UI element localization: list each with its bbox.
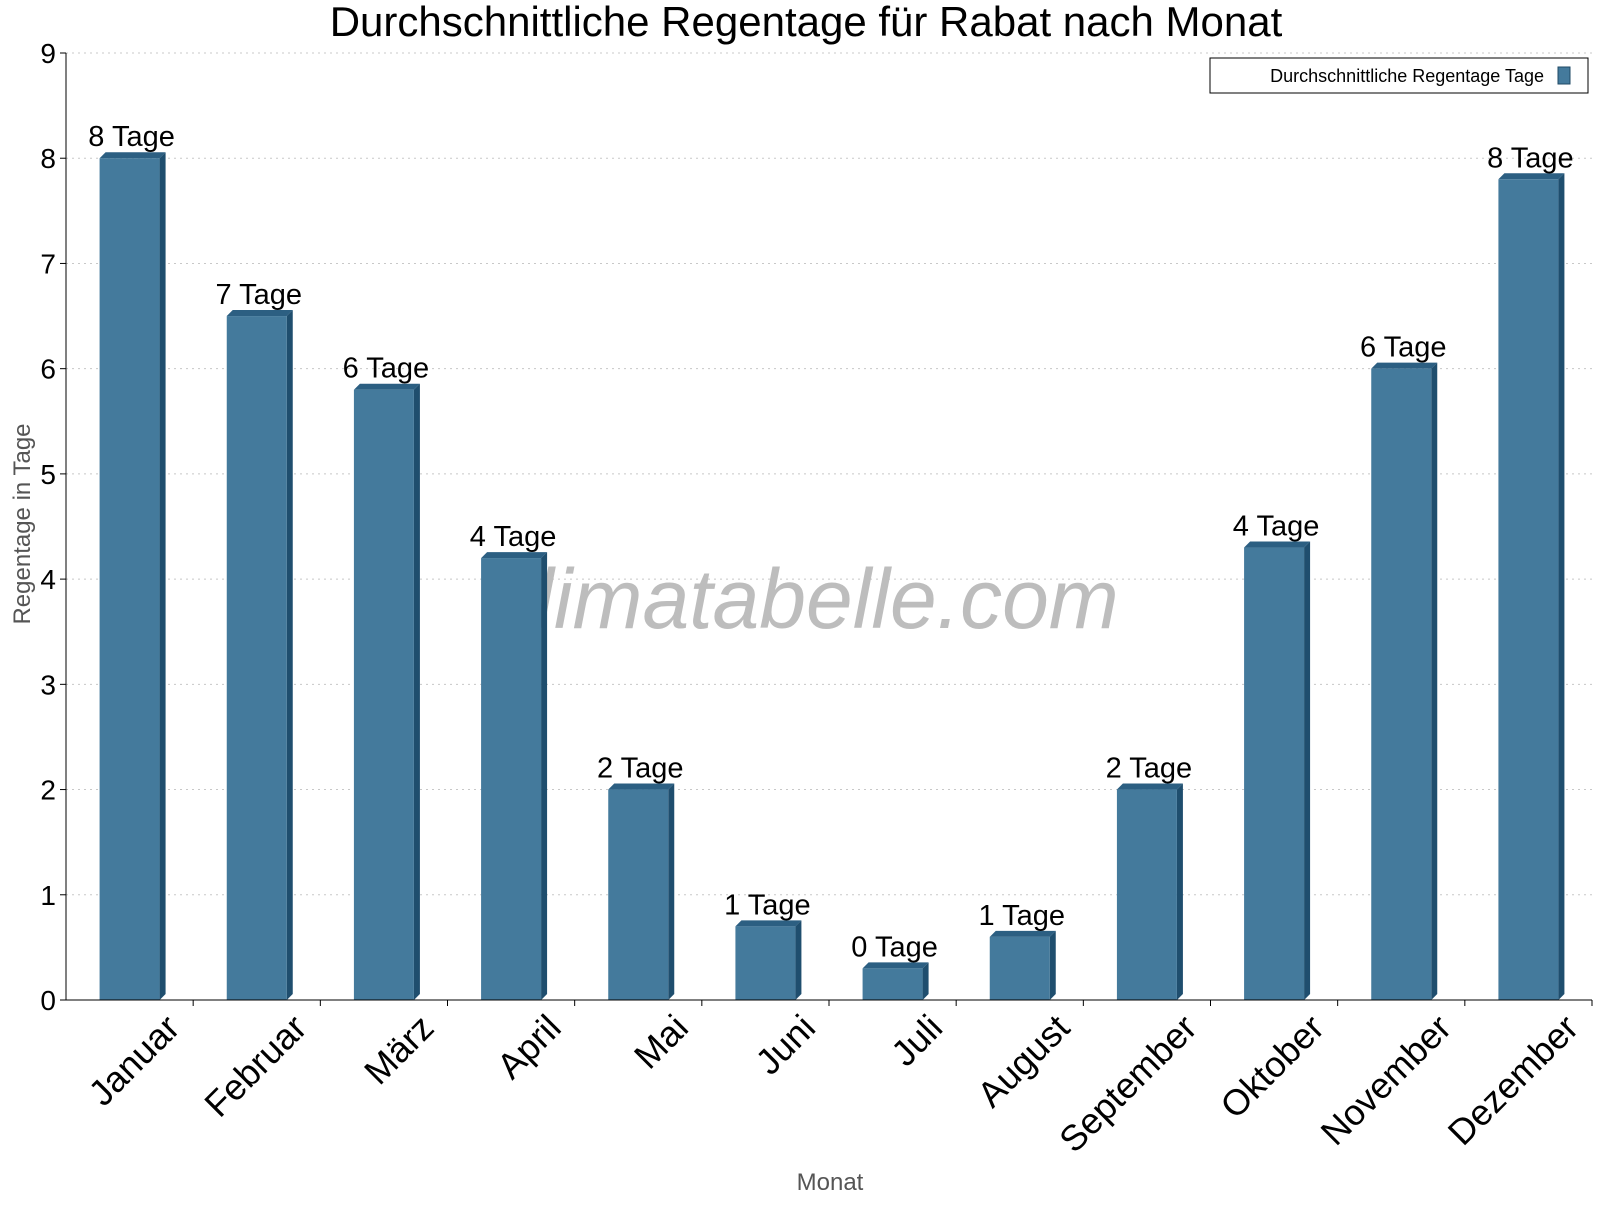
legend-swatch (1557, 66, 1571, 85)
bar-side (1431, 362, 1438, 1001)
x-tick-label: August (969, 1007, 1077, 1115)
bar-value-label: 1 Tage (724, 889, 811, 921)
bar-top (226, 310, 293, 317)
bar-top (1244, 541, 1311, 548)
bar-value-label: 6 Tage (343, 353, 430, 385)
bar-side (286, 310, 293, 1000)
x-tick-label: Februar (196, 1007, 314, 1125)
bar-top (608, 783, 675, 790)
legend-box (1209, 57, 1589, 94)
bar (862, 968, 923, 1000)
bar-top (862, 962, 929, 969)
y-tick-label: 1 (40, 880, 56, 911)
bar-side (413, 383, 420, 1000)
y-tick-label: 3 (40, 669, 56, 700)
x-tick-label: November (1312, 1007, 1458, 1153)
bar-value-label: 4 Tage (1233, 511, 1320, 543)
y-tick-label: 2 (40, 775, 56, 806)
watermark: klimatabelle.com (493, 552, 1119, 646)
bar-value-label: 8 Tage (1487, 142, 1574, 174)
bars: 8 Tage 7 Tage 6 Tage 4 Tage 2 Tage 1 Tage 0 Ta… (88, 121, 1574, 1001)
bar-side (541, 552, 548, 1000)
bar-top (1371, 362, 1438, 369)
bar-side (1176, 783, 1183, 1000)
y-tick-label: 5 (40, 459, 56, 490)
x-tick-label: Dezember (1440, 1007, 1586, 1153)
bar-value-label: 2 Tage (1106, 753, 1193, 785)
chart-title: Durchschnittliche Regentage für Rabat na… (330, 0, 1283, 45)
bar (1244, 547, 1305, 1000)
bar-top (735, 920, 802, 927)
bar (989, 936, 1050, 1000)
bar-top (1116, 783, 1183, 790)
y-tick-label: 4 (40, 564, 56, 595)
bar (99, 158, 160, 1000)
y-tick-label: 6 (40, 354, 56, 385)
x-tick-label: März (356, 1007, 442, 1093)
x-axis-label: Monat (797, 1169, 864, 1196)
bar-value-label: 1 Tage (978, 900, 1065, 932)
y-tick-label: 7 (40, 248, 56, 279)
bar-top (481, 552, 548, 559)
bar-value-label: 7 Tage (215, 279, 302, 311)
bar (1116, 789, 1177, 1000)
legend-entry: Durchschnittliche Regentage Tage (1270, 66, 1544, 86)
bar-side (1304, 541, 1311, 1000)
x-tick-label: Mai (626, 1007, 696, 1077)
bar-value-label: 0 Tage (851, 931, 938, 963)
bar (608, 789, 669, 1000)
x-tick-label: Januar (80, 1007, 187, 1114)
bar-side (1558, 173, 1565, 1000)
x-tick-label: Juni (747, 1007, 823, 1083)
y-axis-label: Regentage in Tage (9, 423, 36, 624)
x-tick-label: Oktober (1212, 1007, 1332, 1127)
bar-top (99, 152, 166, 159)
x-tick-label: Juli (883, 1007, 950, 1074)
bar-side (795, 920, 802, 1000)
bar (1371, 368, 1432, 1001)
x-tick-label: September (1051, 1007, 1205, 1161)
bar-side (159, 152, 166, 1000)
bar (735, 926, 796, 1000)
bar-top (353, 383, 420, 390)
bar-value-label: 4 Tage (470, 521, 557, 553)
bar (226, 316, 287, 1000)
y-tick-label: 0 (40, 985, 56, 1016)
bar (353, 389, 414, 1000)
bar-top (989, 930, 1056, 937)
bar-value-label: 6 Tage (1360, 332, 1447, 364)
bar (1498, 179, 1559, 1000)
bar (481, 558, 542, 1000)
legend: Durchschnittliche Regentage Tage (1209, 57, 1589, 94)
grid-lines (66, 52, 1592, 896)
bar-top (1498, 173, 1565, 180)
y-tick-label: 9 (40, 38, 56, 69)
bar-value-label: 8 Tage (88, 121, 175, 153)
bar-value-label: 2 Tage (597, 753, 684, 785)
bar-side (668, 783, 675, 1000)
bar-side (1049, 930, 1056, 1000)
y-tick-label: 8 (40, 143, 56, 174)
x-tick-label: April (489, 1007, 569, 1087)
bar-side (922, 962, 929, 1000)
